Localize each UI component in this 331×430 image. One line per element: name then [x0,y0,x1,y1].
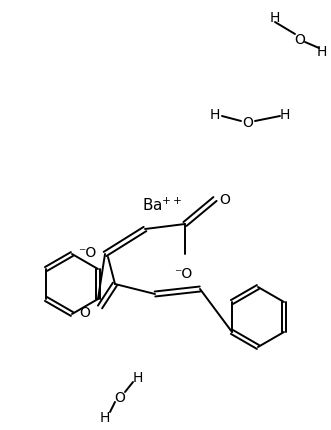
Text: H: H [100,410,110,424]
Text: H: H [210,108,220,122]
Text: H: H [317,45,327,59]
Text: O: O [79,305,90,319]
Text: ⁻O: ⁻O [174,266,192,280]
Text: H: H [270,11,280,25]
Text: O: O [295,33,306,47]
Text: O: O [115,390,125,404]
Text: H: H [133,370,143,384]
Text: H: H [280,108,290,122]
Text: O: O [219,193,230,206]
Text: Ba$^{++}$: Ba$^{++}$ [142,196,182,213]
Text: ⁻O: ⁻O [78,246,96,259]
Text: O: O [243,116,254,130]
